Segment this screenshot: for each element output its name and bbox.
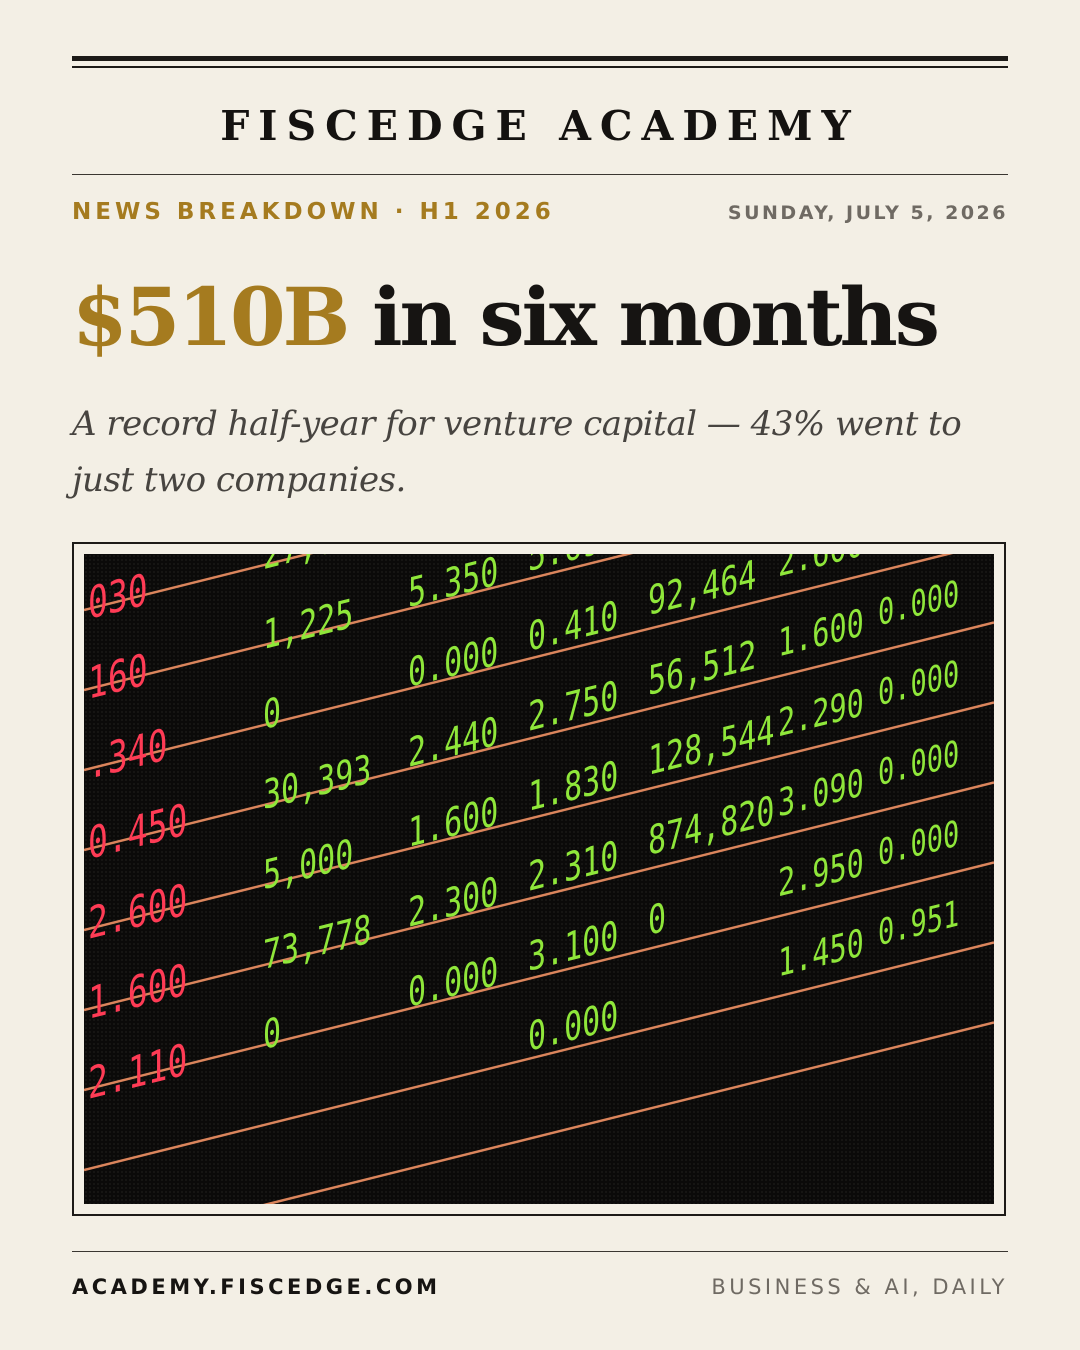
ticker-separator-line bbox=[84, 621, 994, 852]
masthead-top-rule-thick bbox=[72, 56, 1008, 61]
subheadline: A record half-year for venture capital —… bbox=[72, 404, 962, 500]
footer-tagline: BUSINESS & AI, DAILY bbox=[711, 1275, 1008, 1299]
ticker-separator-line bbox=[262, 1021, 994, 1204]
ticker-separator-line bbox=[84, 941, 994, 1172]
headline-accent-figure: $510B bbox=[72, 270, 350, 364]
masthead-bottom-rule bbox=[72, 174, 1008, 175]
ticker-row-lines bbox=[84, 554, 994, 1204]
ticker-separator-line bbox=[84, 701, 994, 932]
ticker-board-background bbox=[84, 554, 994, 1204]
ticker-separator-line bbox=[84, 781, 994, 1012]
ticker-value-green: 0 bbox=[263, 1009, 281, 1059]
photo-frame: 03027,0002.1802.24,5005.4500.0001601,225… bbox=[72, 542, 1006, 1216]
ticker-value-green: 0 bbox=[263, 689, 281, 739]
ticker-separator-line bbox=[84, 554, 634, 692]
ticker-board-graphic: 03027,0002.1802.24,5005.4500.0001601,225… bbox=[84, 554, 994, 1204]
ticker-separator-line bbox=[84, 554, 314, 612]
issue-date: SUNDAY, JULY 5, 2026 bbox=[727, 202, 1008, 224]
ticker-separator-line bbox=[84, 554, 954, 772]
headline-rest: in six months bbox=[372, 270, 940, 364]
section-kicker: NEWS BREAKDOWN · H1 2026 bbox=[72, 199, 555, 225]
ticker-separator-line bbox=[84, 861, 994, 1092]
footer-site-url[interactable]: ACADEMY.FISCEDGE.COM bbox=[72, 1275, 441, 1299]
masthead-title: FISCEDGE ACADEMY bbox=[220, 102, 860, 150]
footer-rule bbox=[72, 1251, 1008, 1252]
ticker-value-green: 0 bbox=[648, 895, 666, 945]
ticker-board-photo: 03027,0002.1802.24,5005.4500.0001601,225… bbox=[84, 554, 994, 1204]
headline: $510B in six months bbox=[72, 262, 1008, 372]
masthead-top-rule-thin bbox=[72, 66, 1008, 68]
